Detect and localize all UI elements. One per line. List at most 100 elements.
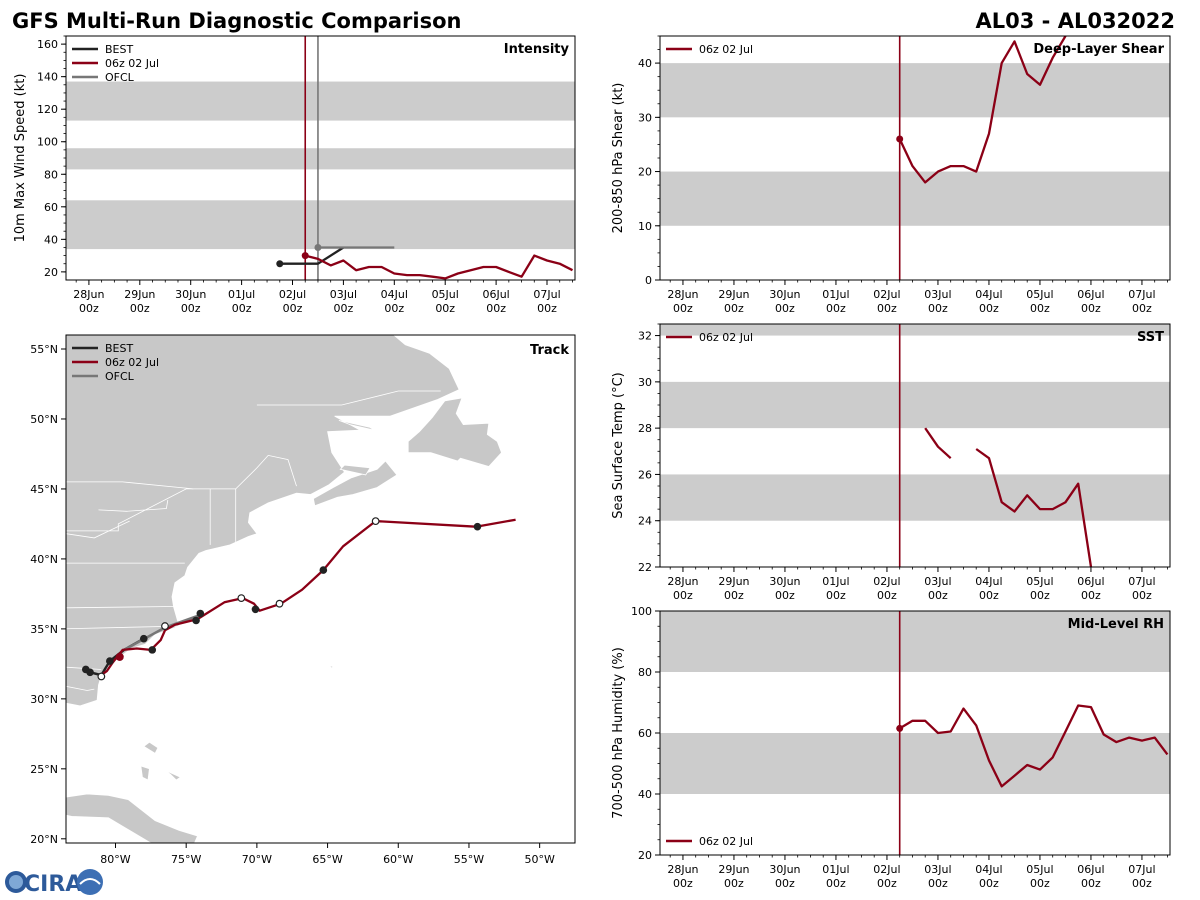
series-start-point (301, 252, 309, 260)
x-tick-hour-label: 00z (283, 302, 303, 315)
x-tick-date-label: 02Jul (873, 288, 900, 301)
x-tick-hour-label: 00z (775, 302, 795, 315)
map-border-line (98, 500, 169, 512)
forecast-track-point (371, 517, 380, 526)
x-tick-date-label: 07Jul (1128, 288, 1155, 301)
y-tick-label: 60 (638, 727, 652, 740)
x-tick-date-label: 06Jul (1077, 863, 1104, 876)
legend-entry: 06z 02 Jul (699, 43, 753, 56)
x-tick-hour-label: 00z (775, 877, 795, 890)
x-tick-hour-label: 00z (1081, 302, 1101, 315)
threshold-band (66, 148, 575, 170)
best-track-point (319, 566, 328, 574)
panel-frame (65, 334, 576, 844)
x-tick-date-label: 28Jun (667, 288, 698, 301)
x-tick-hour-label: 00z (826, 302, 846, 315)
y-tick-label: 80 (44, 168, 58, 181)
y-tick-label: 28 (638, 422, 652, 435)
y-axis-label: 700-500 hPa Humidity (%) (611, 647, 626, 819)
best-track-point (192, 616, 200, 625)
x-tick-hour-label: 00z (724, 302, 744, 315)
y-tick-label: 20 (638, 166, 652, 179)
threshold-band (66, 81, 575, 121)
y-axis-label: 200-850 hPa Shear (kt) (611, 83, 626, 234)
x-tick-hour-label: 00z (232, 302, 252, 315)
threshold-band (660, 733, 1170, 794)
map-border-line (256, 390, 441, 406)
map-border-line (66, 685, 95, 691)
x-tick-hour-label: 00z (826, 589, 846, 602)
x-tick-date-label: 03Jul (924, 288, 951, 301)
x-tick-date-label: 02Jul (873, 575, 900, 588)
x-tick-hour-label: 00z (775, 589, 795, 602)
x-tick-label: 80°W (100, 853, 130, 866)
x-tick-hour-label: 00z (334, 302, 354, 315)
best-track-point (86, 668, 94, 677)
best-track-point (251, 605, 260, 614)
x-tick-hour-label: 00z (1132, 589, 1152, 602)
threshold-band (66, 200, 575, 250)
x-tick-hour-label: 00z (384, 302, 404, 315)
x-tick-date-label: 05Jul (1026, 575, 1053, 588)
x-tick-date-label: 02Jul (279, 288, 306, 301)
legend-entry: OFCL (105, 370, 135, 383)
threshold-band (660, 63, 1170, 118)
x-tick-hour-label: 00z (537, 302, 557, 315)
x-tick-hour-label: 00z (1132, 302, 1152, 315)
x-tick-date-label: 01Jul (822, 863, 849, 876)
threshold-band (660, 474, 1170, 521)
x-tick-date-label: 29Jun (718, 863, 749, 876)
x-tick-hour-label: 00z (673, 877, 693, 890)
x-tick-hour-label: 00z (1081, 589, 1101, 602)
x-tick-date-label: 06Jul (1077, 575, 1104, 588)
x-tick-date-label: 04Jul (975, 288, 1002, 301)
y-tick-label: 120 (37, 103, 58, 116)
series-line-06z-02-jul (899, 704, 1169, 788)
series-start-point (896, 724, 904, 732)
x-tick-date-label: 28Jun (73, 288, 104, 301)
legend-entry: 06z 02 Jul (699, 835, 753, 848)
x-tick-hour-label: 00z (877, 877, 897, 890)
threshold-band (660, 171, 1170, 226)
x-tick-date-label: 29Jun (718, 288, 749, 301)
anticosti-island (338, 420, 375, 431)
logo-emblem-icon (77, 869, 103, 895)
y-tick-label: 55°N (30, 343, 58, 356)
x-tick-hour-label: 00z (79, 302, 99, 315)
legend-entry: BEST (105, 342, 133, 355)
map-border-line (66, 666, 102, 670)
series-line-06z-02-jul (304, 254, 574, 280)
y-axis-label: Sea Surface Temp (°C) (611, 372, 626, 519)
y-tick-label: 50°N (30, 413, 58, 426)
x-tick-hour-label: 00z (877, 589, 897, 602)
cira-logo: CIRA (5, 869, 103, 897)
x-tick-date-label: 04Jul (975, 863, 1002, 876)
panel-plot-area (660, 611, 1170, 855)
y-tick-label: 20 (44, 266, 58, 279)
series-start-point (314, 243, 322, 251)
x-tick-label: 70°W (242, 853, 272, 866)
x-tick-date-label: 04Jul (381, 288, 408, 301)
y-tick-label: 26 (638, 468, 652, 481)
x-tick-hour-label: 00z (979, 589, 999, 602)
forecast-track-point (97, 672, 106, 681)
map-border-line (66, 606, 174, 609)
y-tick-label: 60 (44, 201, 58, 214)
panel-title: Mid-Level RH (1068, 617, 1164, 632)
map-area (66, 335, 575, 843)
y-tick-label: 30°N (30, 693, 58, 706)
x-tick-date-label: 07Jul (533, 288, 560, 301)
x-tick-date-label: 30Jun (769, 863, 800, 876)
x-tick-date-label: 05Jul (1026, 863, 1053, 876)
x-tick-hour-label: 00z (435, 302, 455, 315)
x-tick-label: 60°W (383, 853, 413, 866)
x-tick-date-label: 29Jun (124, 288, 155, 301)
threshold-band (660, 324, 1170, 336)
panel-frame (659, 323, 1171, 568)
series-start-point (276, 260, 284, 268)
y-tick-label: 100 (631, 605, 652, 618)
threshold-band (660, 381, 1170, 429)
map-border-line (66, 625, 180, 630)
x-tick-hour-label: 00z (130, 302, 150, 315)
map-border-line (66, 481, 194, 490)
